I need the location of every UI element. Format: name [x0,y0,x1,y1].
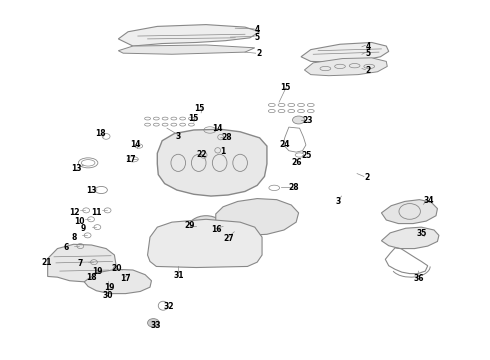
Text: 25: 25 [301,151,312,160]
Polygon shape [118,45,255,54]
Text: 33: 33 [150,321,161,330]
Text: 11: 11 [91,208,101,217]
Text: 20: 20 [112,264,122,273]
Text: 2: 2 [256,49,262,58]
Polygon shape [216,199,298,235]
Text: 15: 15 [188,114,198,123]
Text: 26: 26 [292,158,302,167]
Text: 9: 9 [81,224,86,233]
Polygon shape [84,269,151,294]
Text: 17: 17 [125,155,136,164]
Text: 2: 2 [365,173,369,182]
Text: 14: 14 [130,140,141,149]
Text: 19: 19 [104,283,115,292]
Text: 10: 10 [74,217,85,226]
Text: 28: 28 [288,183,298,192]
Polygon shape [147,219,262,267]
Text: 4: 4 [366,41,371,50]
Polygon shape [381,227,439,249]
Text: 29: 29 [184,221,195,230]
Text: 19: 19 [92,267,102,276]
Text: 4: 4 [255,25,260,34]
Text: 15: 15 [281,83,291,92]
Text: 28: 28 [221,133,232,142]
Text: 6: 6 [64,243,69,252]
Text: 36: 36 [414,274,424,283]
Text: 13: 13 [72,164,82,173]
Text: 24: 24 [279,140,290,149]
Circle shape [147,319,159,327]
Text: 27: 27 [223,234,234,243]
Circle shape [188,216,224,243]
Text: 21: 21 [41,258,52,267]
Text: 18: 18 [86,273,97,282]
Text: 34: 34 [423,196,434,205]
Text: 12: 12 [70,208,80,217]
Text: 30: 30 [103,291,113,300]
Text: 5: 5 [255,33,260,42]
Text: 3: 3 [176,132,181,141]
Text: 35: 35 [417,229,427,238]
Polygon shape [157,129,267,196]
Text: 18: 18 [95,129,105,138]
Polygon shape [301,42,389,62]
Ellipse shape [293,116,305,124]
Polygon shape [304,58,387,76]
Text: 14: 14 [212,124,222,133]
Text: 13: 13 [86,185,97,194]
Text: 3: 3 [336,197,341,206]
Text: 2: 2 [366,66,371,75]
Text: 8: 8 [71,233,76,242]
Polygon shape [118,24,260,46]
Polygon shape [381,200,438,224]
Text: 17: 17 [120,274,130,283]
Text: 5: 5 [366,49,371,58]
Text: 16: 16 [211,225,221,234]
Text: 32: 32 [164,302,174,311]
Text: 15: 15 [194,104,204,113]
Text: 22: 22 [196,150,207,159]
Text: 1: 1 [220,147,226,156]
Polygon shape [48,244,116,282]
Text: 23: 23 [302,116,313,125]
Text: 31: 31 [174,271,184,280]
Text: 7: 7 [77,260,83,269]
